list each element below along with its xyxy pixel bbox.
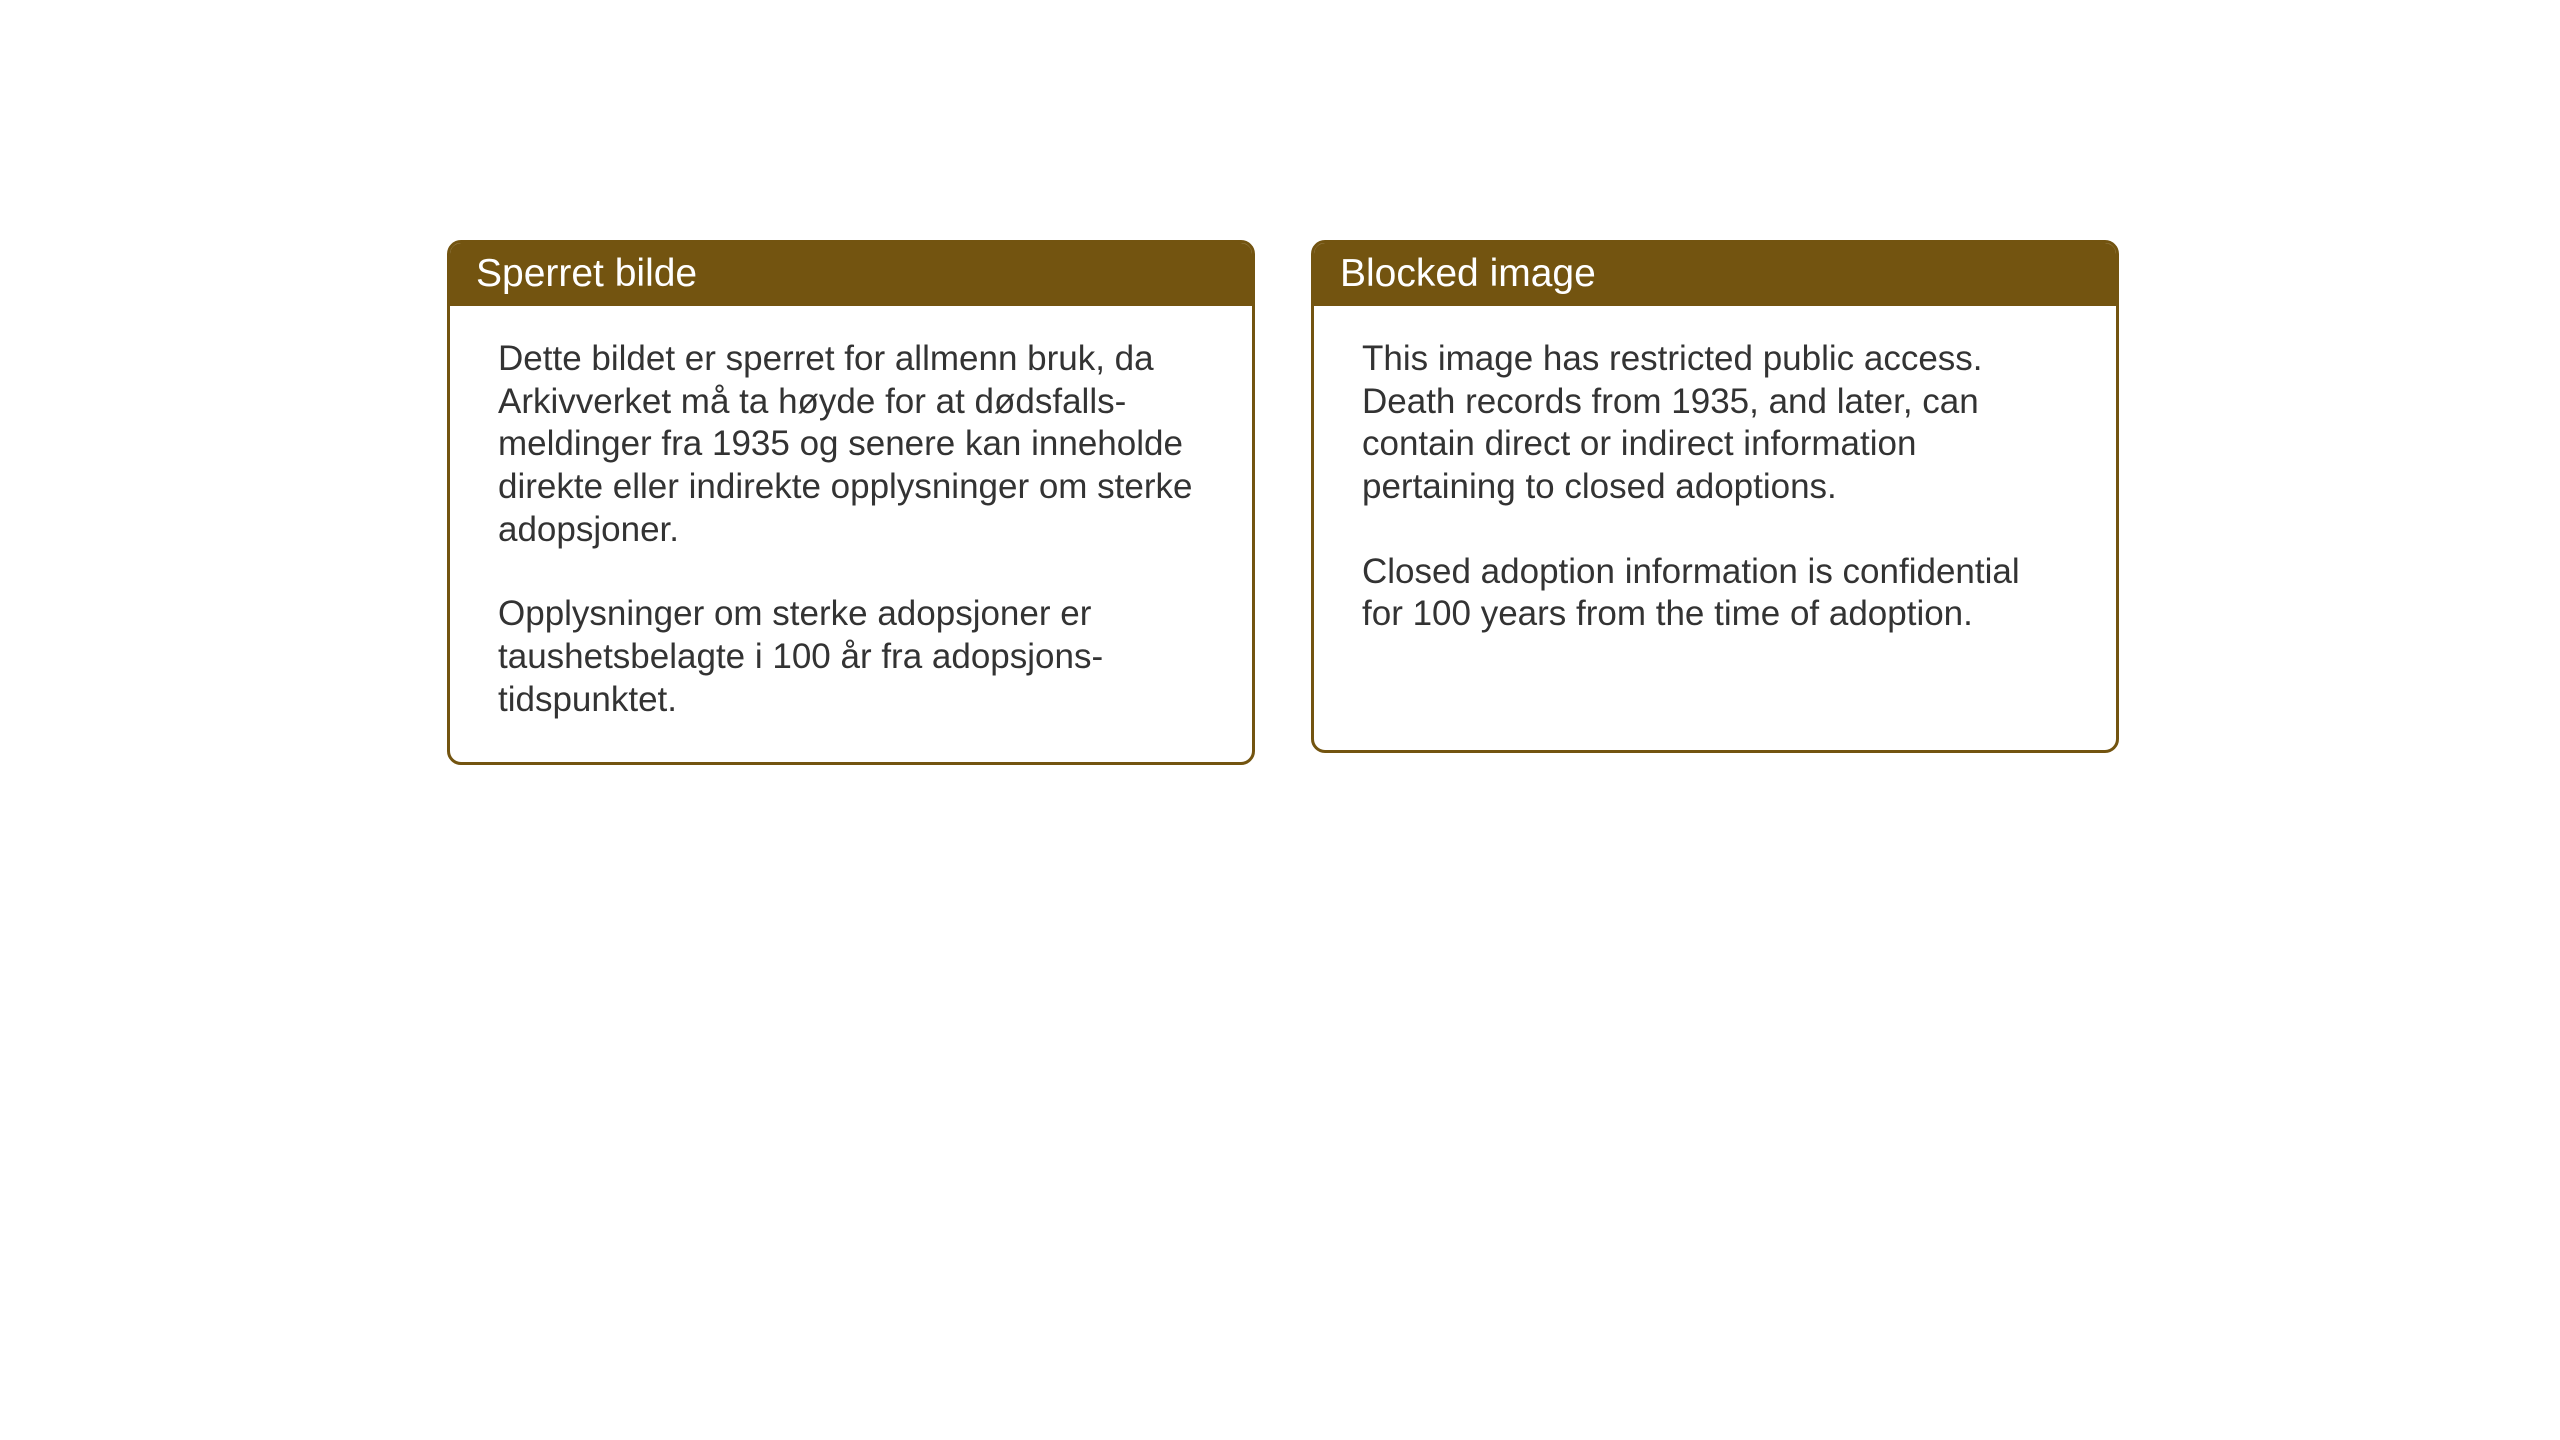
english-panel-body: This image has restricted public access.… xyxy=(1314,306,2116,676)
norwegian-notice-panel: Sperret bilde Dette bildet er sperret fo… xyxy=(447,240,1255,765)
norwegian-panel-title: Sperret bilde xyxy=(450,243,1252,306)
norwegian-paragraph-1: Dette bildet er sperret for allmenn bruk… xyxy=(498,338,1204,551)
english-panel-title: Blocked image xyxy=(1314,243,2116,306)
english-paragraph-1: This image has restricted public access.… xyxy=(1362,338,2068,509)
english-paragraph-2: Closed adoption information is confident… xyxy=(1362,551,2068,636)
norwegian-paragraph-2: Opplysninger om sterke adopsjoner er tau… xyxy=(498,593,1204,721)
english-notice-panel: Blocked image This image has restricted … xyxy=(1311,240,2119,753)
notice-panels-container: Sperret bilde Dette bildet er sperret fo… xyxy=(447,240,2119,765)
norwegian-panel-body: Dette bildet er sperret for allmenn bruk… xyxy=(450,306,1252,762)
